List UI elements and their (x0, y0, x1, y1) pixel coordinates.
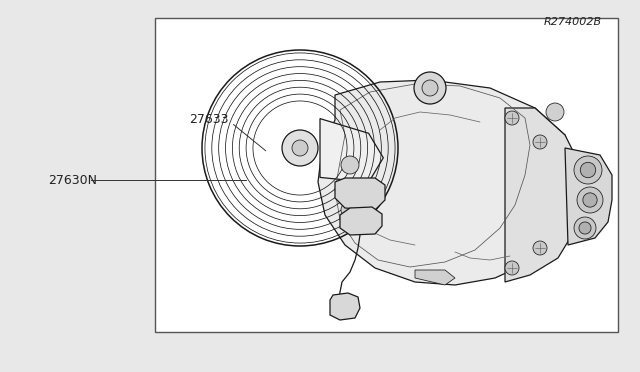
Circle shape (533, 135, 547, 149)
Text: 27630N: 27630N (48, 174, 97, 187)
Circle shape (583, 193, 597, 207)
Circle shape (422, 80, 438, 96)
Circle shape (579, 222, 591, 234)
Circle shape (580, 162, 596, 178)
Circle shape (574, 217, 596, 239)
Polygon shape (340, 207, 382, 235)
Circle shape (292, 140, 308, 156)
Polygon shape (565, 148, 612, 245)
Circle shape (505, 261, 519, 275)
Circle shape (414, 72, 446, 104)
Polygon shape (415, 270, 455, 285)
Circle shape (341, 156, 359, 174)
Circle shape (546, 103, 564, 121)
Circle shape (282, 130, 318, 166)
Circle shape (341, 201, 359, 219)
Bar (155, 18, 618, 332)
Circle shape (533, 241, 547, 255)
Polygon shape (318, 80, 575, 285)
Circle shape (505, 111, 519, 125)
Text: R274002B: R274002B (544, 17, 602, 27)
Polygon shape (330, 293, 360, 320)
Polygon shape (505, 108, 582, 282)
Circle shape (577, 187, 603, 213)
Circle shape (574, 156, 602, 184)
Polygon shape (320, 119, 383, 182)
Polygon shape (335, 178, 385, 210)
Text: 27633: 27633 (189, 113, 228, 125)
